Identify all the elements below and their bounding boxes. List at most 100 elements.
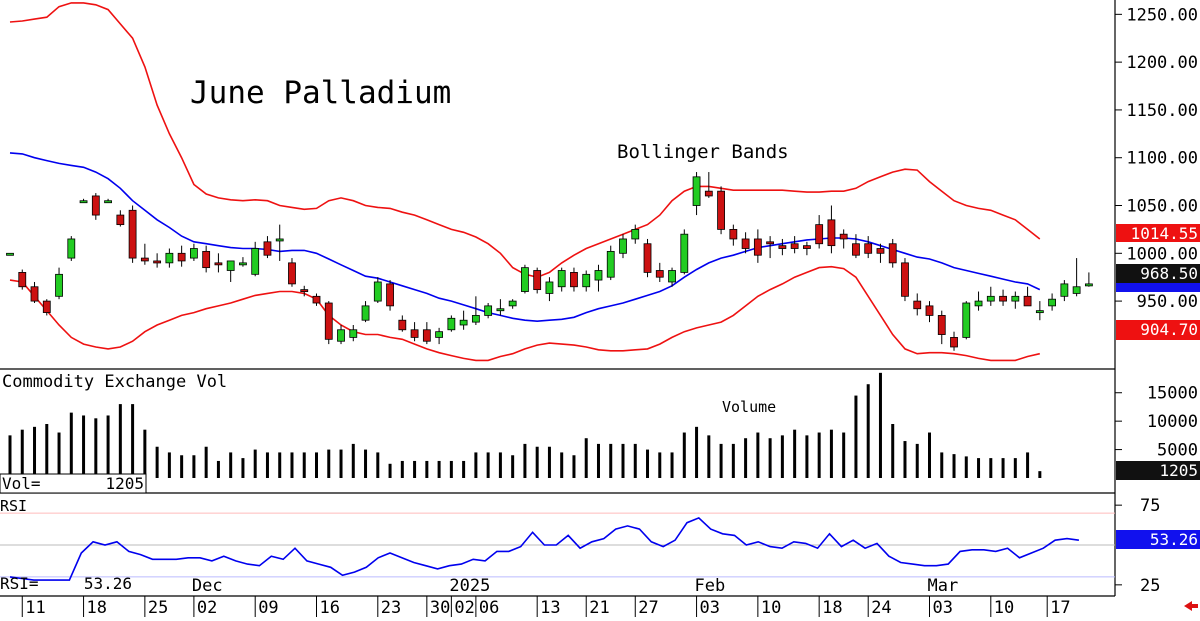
candle-body bbox=[189, 248, 198, 259]
volume-bar bbox=[560, 452, 564, 478]
candle-body bbox=[312, 295, 321, 304]
date-tick-label: 13 bbox=[540, 598, 560, 617]
volume-bar bbox=[69, 412, 73, 478]
volume-bar bbox=[780, 435, 784, 478]
volume-panel-title: Commodity Exchange Vol bbox=[2, 372, 227, 392]
candle-body bbox=[104, 200, 112, 204]
volume-bar bbox=[523, 443, 527, 478]
volume-bars bbox=[8, 372, 1042, 478]
volume-bar bbox=[216, 460, 220, 478]
candle-body bbox=[30, 286, 39, 302]
rsi-tick-label: 75 bbox=[1140, 496, 1160, 516]
volume-bar bbox=[20, 429, 24, 478]
candlesticks bbox=[6, 172, 1093, 351]
volume-bar bbox=[143, 429, 147, 478]
volume-bar bbox=[866, 384, 870, 478]
volume-bar bbox=[180, 455, 184, 478]
volume-bar bbox=[106, 415, 110, 478]
volume-bar bbox=[8, 435, 12, 478]
lower-band-tag: 904.70 bbox=[1116, 320, 1200, 340]
price-tick-label: 1100.00 bbox=[1126, 149, 1198, 169]
volume-bar bbox=[486, 452, 490, 478]
rsi-last-tag: 53.26 bbox=[1116, 530, 1200, 549]
volume-bar bbox=[596, 443, 600, 478]
candle-body bbox=[925, 305, 934, 316]
candle-body bbox=[950, 337, 958, 348]
volume-bar bbox=[695, 426, 699, 478]
price-tick-label: 1000.00 bbox=[1126, 244, 1198, 264]
candle-body bbox=[582, 273, 591, 288]
price-axis: 1250.00 1200.00 1150.00 1100.00 1050.00 1000.… bbox=[1115, 5, 1198, 312]
volume-bar bbox=[388, 463, 392, 478]
candle-body bbox=[619, 238, 627, 254]
date-tick-label: 21 bbox=[589, 598, 609, 617]
candle-body bbox=[496, 308, 505, 312]
price-tick-label: 1050.00 bbox=[1126, 197, 1198, 217]
candle-body bbox=[361, 305, 370, 321]
upper-band-tag: 1014.55 bbox=[1116, 224, 1200, 243]
date-tick-label: 09 bbox=[258, 598, 278, 617]
volume-bar bbox=[290, 452, 294, 478]
volume-bar bbox=[449, 460, 453, 478]
volume-bar bbox=[229, 452, 233, 478]
candle-body bbox=[594, 270, 603, 281]
month-label: Dec bbox=[192, 576, 223, 596]
volume-bar bbox=[658, 452, 662, 478]
volume-readout-value: 1205 bbox=[105, 474, 144, 493]
volume-bar bbox=[768, 438, 772, 478]
lower-band-value: 904.70 bbox=[1140, 320, 1198, 339]
date-tick-label: 24 bbox=[871, 598, 891, 617]
scroll-left-arrow-icon[interactable] bbox=[1184, 601, 1198, 611]
candle-body bbox=[42, 300, 51, 313]
candle-body bbox=[1060, 283, 1069, 297]
volume-bar bbox=[584, 438, 588, 478]
rsi-line bbox=[9, 516, 1080, 581]
candle-body bbox=[570, 272, 578, 288]
panel-frames bbox=[0, 0, 1116, 597]
volume-tick-label: 15000 bbox=[1147, 384, 1198, 404]
rsi-panel-title: RSI bbox=[0, 497, 27, 515]
candle-body bbox=[766, 241, 775, 245]
date-tick-label: 16 bbox=[320, 598, 340, 617]
candle-body bbox=[533, 270, 542, 291]
volume-bar bbox=[744, 438, 748, 478]
volume-bar bbox=[462, 460, 466, 478]
volume-bar bbox=[878, 372, 882, 478]
last-price-tag: 968.50 bbox=[1116, 264, 1200, 283]
candle-body bbox=[692, 176, 701, 206]
volume-bar bbox=[940, 452, 944, 478]
candle-body bbox=[901, 262, 909, 297]
candle-body bbox=[913, 300, 922, 310]
candle-body bbox=[937, 315, 946, 335]
volume-bar bbox=[167, 452, 171, 478]
last-price-value: 968.50 bbox=[1140, 264, 1198, 283]
lower-band-line bbox=[9, 265, 1040, 362]
volume-bar bbox=[964, 456, 968, 478]
candle-body bbox=[275, 238, 284, 242]
volume-bar bbox=[903, 441, 907, 478]
volume-bar bbox=[682, 432, 686, 478]
candle-body bbox=[288, 262, 296, 285]
volume-bar bbox=[94, 418, 98, 478]
volume-last-tag: 1205 bbox=[1116, 461, 1200, 480]
volume-bar bbox=[33, 426, 37, 478]
price-tick-label: 950.00 bbox=[1137, 292, 1198, 312]
candle-body bbox=[1048, 298, 1056, 307]
rsi-readout-label: RSI= bbox=[0, 574, 39, 593]
volume-readout: Vol= 1205 bbox=[0, 473, 147, 494]
volume-bar bbox=[376, 452, 380, 478]
volume-bar bbox=[192, 455, 196, 478]
price-tick-label: 1200.00 bbox=[1126, 53, 1198, 73]
candle-body bbox=[680, 233, 689, 273]
candle-body bbox=[508, 300, 517, 307]
date-tick-label: 02 bbox=[197, 598, 217, 617]
candle-body bbox=[815, 224, 824, 245]
volume-bar bbox=[474, 452, 478, 478]
candle-body bbox=[373, 281, 382, 302]
volume-bar bbox=[817, 432, 821, 478]
upper-band-value: 1014.55 bbox=[1131, 224, 1198, 243]
candle-body bbox=[128, 209, 137, 259]
candle-body bbox=[386, 283, 394, 307]
candle-body bbox=[459, 319, 468, 326]
volume-bar bbox=[82, 415, 86, 478]
